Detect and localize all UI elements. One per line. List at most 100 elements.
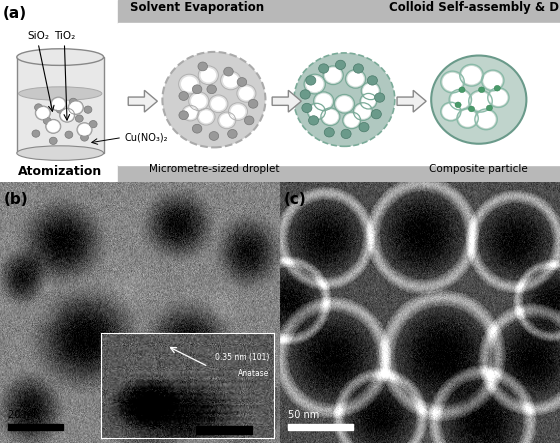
Bar (118, 165, 560, 182)
Circle shape (60, 109, 73, 121)
Circle shape (459, 87, 465, 93)
Circle shape (221, 71, 241, 90)
Circle shape (207, 85, 216, 93)
Bar (8, 424, 63, 430)
Circle shape (353, 103, 372, 120)
Circle shape (314, 92, 334, 111)
Circle shape (245, 116, 254, 125)
Circle shape (52, 98, 65, 110)
Circle shape (346, 70, 366, 88)
Circle shape (486, 105, 493, 111)
Circle shape (321, 108, 340, 125)
Circle shape (237, 78, 247, 86)
Circle shape (470, 92, 491, 110)
Circle shape (307, 103, 325, 120)
Polygon shape (272, 90, 301, 112)
Circle shape (65, 131, 73, 138)
Circle shape (451, 91, 470, 109)
Circle shape (237, 85, 256, 102)
Text: Cu(NO₃)₂: Cu(NO₃)₂ (125, 132, 169, 142)
Circle shape (325, 68, 342, 83)
Circle shape (76, 115, 83, 122)
Circle shape (228, 129, 237, 138)
Bar (118, 0, 560, 23)
Circle shape (449, 89, 472, 110)
Circle shape (35, 106, 50, 120)
Ellipse shape (17, 49, 104, 66)
Circle shape (84, 106, 92, 113)
Circle shape (334, 94, 354, 113)
Circle shape (459, 110, 477, 127)
Circle shape (361, 82, 380, 100)
Ellipse shape (17, 146, 104, 160)
Text: 50 nm: 50 nm (288, 410, 319, 420)
Circle shape (43, 117, 51, 124)
Text: TiO₂: TiO₂ (54, 31, 75, 41)
Circle shape (184, 107, 197, 119)
Circle shape (431, 55, 526, 144)
Circle shape (494, 85, 501, 91)
Circle shape (69, 98, 77, 105)
Circle shape (489, 89, 507, 106)
Circle shape (69, 101, 82, 113)
Circle shape (335, 60, 346, 70)
Circle shape (179, 92, 188, 101)
Bar (288, 424, 353, 430)
Circle shape (300, 90, 310, 99)
Circle shape (442, 104, 459, 120)
Circle shape (323, 66, 343, 85)
Circle shape (294, 53, 395, 146)
Text: (a): (a) (3, 6, 27, 21)
Circle shape (469, 90, 492, 112)
Circle shape (323, 109, 338, 124)
Circle shape (179, 74, 200, 94)
Circle shape (239, 86, 254, 100)
Circle shape (475, 109, 497, 130)
Circle shape (306, 76, 316, 85)
Circle shape (59, 108, 74, 122)
Circle shape (309, 105, 324, 118)
Circle shape (193, 124, 202, 133)
Circle shape (302, 103, 312, 113)
Circle shape (362, 95, 375, 108)
Ellipse shape (18, 87, 102, 100)
Text: (c): (c) (284, 192, 307, 207)
Circle shape (441, 71, 464, 93)
Circle shape (304, 74, 325, 94)
Circle shape (209, 95, 228, 113)
Circle shape (375, 93, 385, 102)
Circle shape (49, 137, 57, 144)
Bar (17, 57, 104, 153)
Circle shape (478, 87, 484, 93)
Bar (118, 23, 560, 165)
Circle shape (231, 105, 245, 118)
Circle shape (457, 109, 478, 128)
Circle shape (359, 122, 369, 132)
Circle shape (441, 102, 461, 121)
Polygon shape (397, 90, 426, 112)
Circle shape (483, 72, 502, 89)
Circle shape (89, 120, 97, 128)
Circle shape (35, 104, 43, 111)
Circle shape (309, 116, 319, 125)
Circle shape (191, 94, 207, 109)
Circle shape (182, 105, 199, 121)
Circle shape (482, 70, 504, 91)
Circle shape (56, 106, 64, 113)
Circle shape (336, 96, 353, 112)
Circle shape (341, 129, 351, 139)
Circle shape (197, 109, 215, 125)
Circle shape (315, 93, 332, 109)
Circle shape (199, 110, 213, 123)
Circle shape (355, 105, 371, 119)
Circle shape (347, 71, 364, 86)
Circle shape (324, 128, 334, 137)
Circle shape (220, 114, 234, 127)
Circle shape (363, 84, 379, 98)
Circle shape (36, 107, 49, 119)
Circle shape (162, 52, 265, 148)
Circle shape (51, 97, 66, 111)
Text: 20 nm: 20 nm (8, 410, 39, 420)
Circle shape (193, 85, 202, 93)
Circle shape (198, 62, 207, 71)
